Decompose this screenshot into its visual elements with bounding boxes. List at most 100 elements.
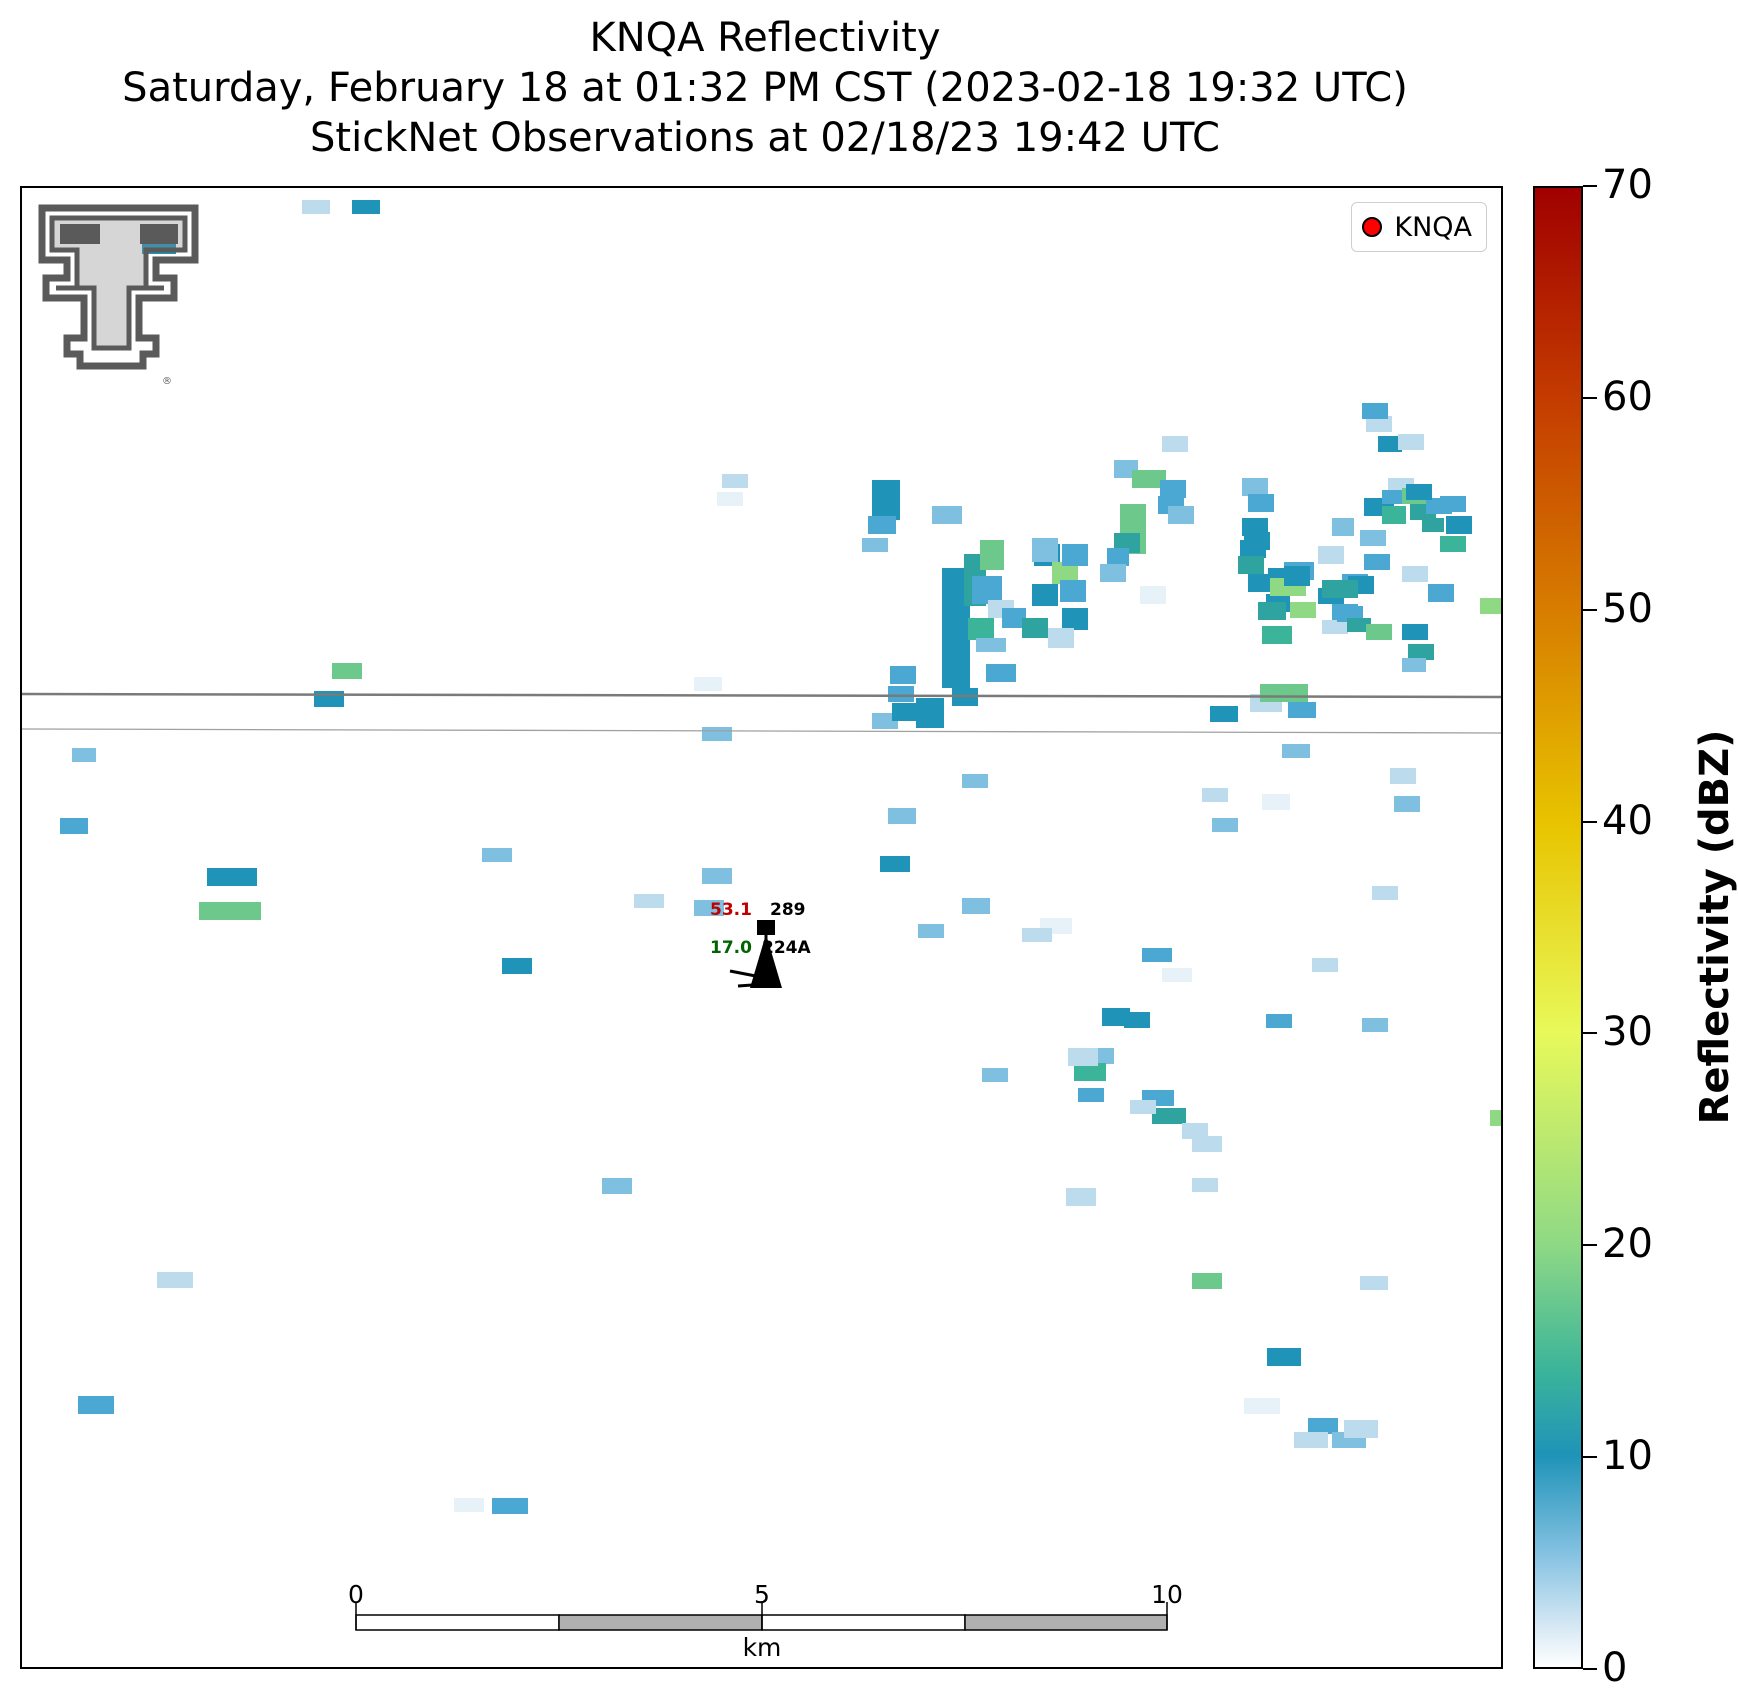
reflectivity-gate	[1210, 706, 1238, 722]
reflectivity-gate	[1032, 584, 1058, 606]
reflectivity-gate	[1002, 608, 1026, 628]
reflectivity-gate	[1322, 580, 1358, 598]
reflectivity-gate	[1022, 618, 1048, 638]
colorbar-tick-label: 70	[1602, 162, 1653, 208]
reflectivity-gate	[454, 1498, 484, 1512]
reflectivity-gate	[932, 506, 962, 524]
reflectivity-gate	[1060, 580, 1086, 602]
reflectivity-gate	[1378, 436, 1402, 452]
reflectivity-gate	[1192, 1273, 1222, 1289]
colorbar-tick	[1583, 185, 1597, 187]
colorbar-title: Reflectivity (dBZ)	[1692, 729, 1738, 1125]
reflectivity-gate	[1078, 1088, 1104, 1102]
reflectivity-gate	[1062, 544, 1088, 566]
scale-bar-unit: km	[742, 1633, 782, 1662]
reflectivity-gate	[1347, 618, 1371, 632]
reflectivity-gate	[1422, 518, 1444, 532]
reflectivity-gate	[1294, 1432, 1328, 1448]
reflectivity-gate	[502, 958, 532, 974]
reflectivity-gate	[976, 638, 1006, 652]
reflectivity-gate	[332, 663, 362, 679]
reflectivity-gate	[1242, 518, 1268, 536]
reflectivity-gate	[72, 748, 96, 762]
radar-map[interactable]: ® KNQA 53.1 289 17.0 224A 0 5 10 km	[20, 186, 1503, 1669]
reflectivity-gate	[1402, 624, 1428, 640]
scale-bar-label-0: 0	[348, 1580, 364, 1609]
reflectivity-gate	[1066, 1188, 1096, 1206]
reflectivity-gate	[1202, 788, 1228, 802]
reflectivity-gate	[1248, 574, 1274, 592]
reflectivity-gate	[1160, 480, 1186, 498]
reflectivity-gate	[352, 200, 380, 214]
reflectivity-gate	[1238, 556, 1264, 574]
reflectivity-gate	[1168, 506, 1194, 524]
reflectivity-gate	[1260, 684, 1308, 702]
reflectivity-gate	[1490, 1110, 1501, 1126]
reflectivity-gate	[1267, 1348, 1301, 1366]
reflectivity-gate	[1362, 403, 1388, 419]
svg-text:®: ®	[162, 376, 172, 387]
reflectivity-gate	[1162, 436, 1188, 452]
colorbar-tick-label: 30	[1602, 1009, 1653, 1056]
reflectivity-gate	[890, 666, 916, 684]
reflectivity-gate	[302, 200, 330, 214]
reflectivity-gate	[1130, 1100, 1156, 1114]
reflectivity-gate	[1022, 928, 1052, 942]
map-subtitle-time: Saturday, February 18 at 01:32 PM CST (2…	[122, 65, 1408, 111]
reflectivity-gate	[1242, 478, 1268, 496]
colorbar-tick	[1583, 396, 1597, 399]
reflectivity-gate	[1266, 1014, 1292, 1028]
reflectivity-gate	[972, 576, 1002, 604]
reflectivity-gate	[1132, 470, 1166, 488]
reflectivity-gate	[482, 848, 512, 862]
reflectivity-gate	[1372, 886, 1398, 900]
scale-bar-label-10: 10	[1151, 1580, 1183, 1609]
station-pressure: 289	[770, 900, 806, 920]
reflectivity-gate	[602, 1178, 632, 1194]
reflectivity-gate	[1192, 1136, 1222, 1152]
reflectivity-gate	[862, 538, 888, 552]
reflectivity-gate	[888, 808, 916, 824]
reflectivity-gate	[1406, 484, 1432, 500]
reflectivity-gate	[980, 540, 1004, 570]
reflectivity-gate	[1244, 1398, 1280, 1414]
reflectivity-gate	[968, 618, 994, 640]
colorbar-tick	[1583, 608, 1597, 611]
reflectivity-gate	[1100, 564, 1126, 582]
reflectivity-gate	[1052, 562, 1078, 584]
reflectivity-gate	[1344, 1420, 1378, 1438]
station-temperature: 53.1	[710, 900, 752, 920]
reflectivity-gate	[1192, 1178, 1218, 1192]
reflectivity-gate	[1288, 702, 1316, 718]
station-dewpoint: 17.0	[710, 938, 752, 958]
reflectivity-gate	[1152, 1108, 1186, 1124]
reflectivity-gate	[702, 868, 732, 884]
reflectivity-colorbar	[1533, 186, 1583, 1669]
reflectivity-gate	[1364, 554, 1390, 570]
reflectivity-gate	[1182, 1123, 1208, 1139]
reflectivity-gate	[1312, 958, 1338, 972]
reflectivity-gate	[1248, 494, 1274, 512]
colorbar-tick	[1583, 1032, 1597, 1035]
map-title: KNQA Reflectivity	[589, 15, 941, 61]
scale-bar	[355, 1602, 1168, 1631]
reflectivity-gate	[916, 698, 944, 728]
reflectivity-gate	[1390, 768, 1416, 784]
reflectivity-gate	[1140, 586, 1166, 604]
reflectivity-gate	[722, 474, 748, 488]
colorbar-tick-label: 20	[1602, 1221, 1653, 1268]
reflectivity-gate	[157, 1272, 193, 1288]
reflectivity-gate	[1366, 624, 1392, 640]
colorbar-tick	[1583, 1244, 1597, 1247]
reflectivity-gate	[1428, 584, 1454, 602]
reflectivity-gate	[1402, 566, 1428, 582]
reflectivity-gate	[1262, 626, 1292, 644]
reflectivity-gate	[880, 856, 910, 872]
reflectivity-field: ®	[22, 200, 1501, 1631]
reflectivity-gate	[1398, 434, 1424, 450]
reflectivity-gate	[1258, 602, 1286, 620]
reflectivity-gate	[1262, 794, 1290, 810]
reflectivity-gate	[78, 1396, 114, 1414]
reflectivity-gate	[207, 868, 257, 886]
sticknet-station-224A	[729, 920, 782, 988]
